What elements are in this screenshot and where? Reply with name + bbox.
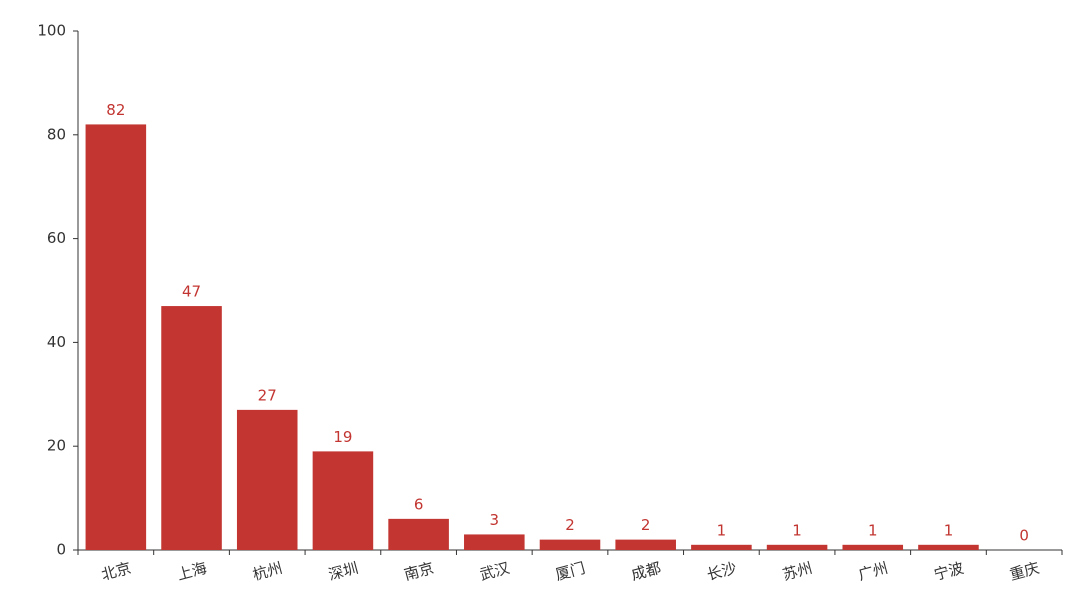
value-label: 1 <box>944 521 954 539</box>
value-label: 47 <box>182 283 201 301</box>
x-tick-label: 厦门 <box>554 559 588 584</box>
y-tick-label: 0 <box>56 541 66 559</box>
x-tick-label: 深圳 <box>326 559 360 584</box>
x-tick-label: 南京 <box>402 559 436 584</box>
bar <box>766 544 828 550</box>
bar <box>842 544 904 550</box>
x-tick-label: 长沙 <box>705 559 739 584</box>
bar <box>388 518 449 550</box>
x-tick-label: 重庆 <box>1008 559 1042 584</box>
value-label: 1 <box>717 521 727 539</box>
x-tick-label: 成都 <box>629 559 663 584</box>
bar <box>85 124 147 551</box>
value-label: 82 <box>106 101 125 119</box>
bar <box>691 544 752 550</box>
value-label: 3 <box>490 511 500 529</box>
bar <box>615 539 676 550</box>
x-tick-label: 宁波 <box>932 559 966 584</box>
value-label: 27 <box>258 386 277 404</box>
bar <box>918 544 979 550</box>
value-label: 1 <box>792 521 802 539</box>
value-label: 1 <box>868 521 878 539</box>
bar <box>161 306 222 550</box>
x-tick-label: 苏州 <box>781 559 815 584</box>
bar <box>236 409 298 550</box>
x-tick-label: 武汉 <box>478 559 512 584</box>
value-label: 6 <box>414 495 424 513</box>
value-label: 19 <box>333 428 352 446</box>
value-label: 2 <box>565 516 575 534</box>
x-tick-label: 广州 <box>856 559 890 584</box>
bar <box>312 451 374 550</box>
y-tick-label: 60 <box>47 229 66 247</box>
bar <box>539 539 601 550</box>
y-tick-label: 80 <box>47 125 66 143</box>
x-tick-label: 杭州 <box>251 559 285 584</box>
bar <box>464 534 525 550</box>
y-tick-label: 40 <box>47 333 66 351</box>
y-tick-label: 20 <box>47 437 66 455</box>
value-label: 2 <box>641 516 651 534</box>
x-tick-label: 上海 <box>175 559 209 584</box>
x-tick-label: 北京 <box>99 559 133 584</box>
y-tick-label: 100 <box>37 22 66 40</box>
value-label: 0 <box>1019 527 1029 545</box>
